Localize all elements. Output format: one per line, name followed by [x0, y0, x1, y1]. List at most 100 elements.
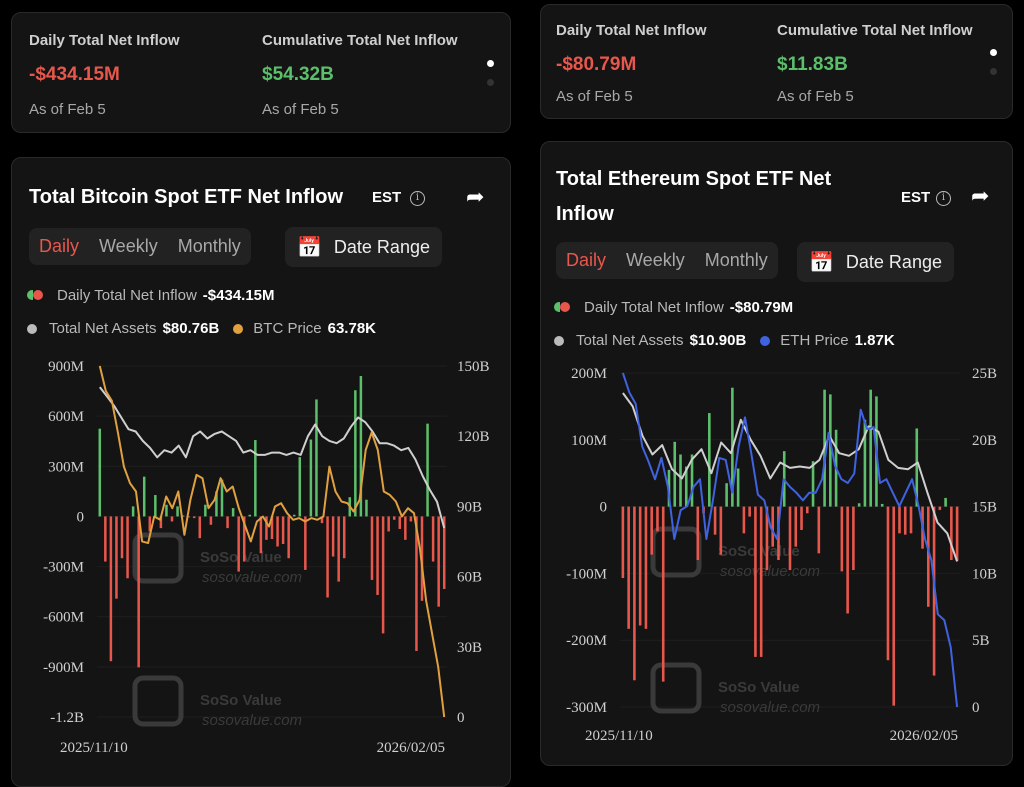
legend-label: BTC Price [253, 320, 322, 337]
net-inflow-bar [736, 468, 740, 507]
cumulative-asof: As of Feb 5 [777, 88, 854, 105]
net-inflow-bar [415, 516, 418, 651]
info-icon[interactable]: i [410, 191, 425, 206]
net-inflow-bar [142, 476, 146, 517]
left-axis-tick: 200M [571, 366, 607, 382]
cumulative-net-inflow-label: Cumulative Total Net Inflow [777, 22, 973, 39]
carousel-dot[interactable] [990, 68, 997, 75]
net-inflow-bar [104, 516, 107, 562]
net-inflow-bar [950, 506, 953, 561]
x-axis-end-label: 2026/02/05 [890, 728, 958, 744]
net-inflow-bar [281, 516, 285, 545]
net-inflow-bar [304, 516, 307, 570]
net-inflow-bar [938, 506, 942, 510]
net-inflow-bar [638, 506, 642, 626]
right-axis-tick: 90B [457, 499, 482, 515]
net-inflow-bar [176, 506, 179, 517]
net-inflow-bar [431, 516, 435, 562]
net-inflow-bar [387, 516, 390, 532]
tab-weekly[interactable]: Weekly [99, 236, 158, 256]
inflow-outflow-dot-icon [554, 299, 570, 316]
left-axis-tick: -300M [43, 560, 84, 576]
net-inflow-bar [909, 506, 913, 534]
carousel-dot[interactable] [487, 79, 494, 86]
left-axis-tick: -600M [43, 610, 84, 626]
legend-value: $80.76B [162, 320, 220, 337]
net-inflow-bar [298, 457, 302, 517]
watermark-url: sosovalue.com [720, 563, 820, 580]
right-axis-tick: 0 [972, 700, 980, 716]
period-tabs: Daily Weekly Monthly [556, 242, 778, 279]
tab-daily[interactable]: Daily [566, 250, 607, 270]
net-inflow-bar [237, 516, 240, 572]
watermark-logo-icon [132, 532, 184, 584]
carousel-dot-active[interactable] [990, 49, 997, 56]
net-inflow-bar [771, 506, 775, 547]
watermark-logo-icon [132, 675, 184, 727]
legend-label: ETH Price [780, 332, 849, 349]
net-inflow-bar [788, 506, 792, 571]
net-inflow-bar [215, 491, 218, 517]
net-inflow-bar [231, 508, 235, 517]
tab-monthly[interactable]: Monthly [704, 250, 768, 270]
net-inflow-bar [633, 506, 636, 681]
net-inflow-bar [181, 515, 185, 517]
net-inflow-bar [863, 419, 867, 507]
carousel-dot-active[interactable] [487, 60, 494, 67]
net-inflow-bar [309, 439, 313, 517]
date-range-button[interactable]: 📅 Date Range [797, 242, 954, 282]
cumulative-net-inflow-value: $11.83B [777, 54, 848, 75]
net-inflow-bar [292, 514, 296, 517]
timezone-label: EST [372, 189, 402, 206]
net-inflow-bar [120, 516, 124, 559]
left-axis-tick: 0 [77, 509, 85, 525]
left-axis-tick: -300M [566, 700, 607, 716]
net-inflow-bar [892, 506, 896, 706]
net-inflow-bar [165, 504, 168, 517]
net-inflow-bar [880, 503, 884, 507]
daily-net-inflow-label: Daily Total Net Inflow [29, 32, 180, 49]
net-inflow-bar [370, 516, 374, 580]
daily-net-inflow-value: -$434.15M [29, 64, 120, 85]
tab-monthly[interactable]: Monthly [177, 236, 241, 256]
net-inflow-bar [846, 506, 849, 614]
tab-daily[interactable]: Daily [39, 236, 80, 256]
timezone-label: EST [901, 189, 931, 206]
left-axis-tick: -900M [43, 660, 84, 676]
net-inflow-bar [365, 499, 368, 517]
net-inflow-bar [109, 516, 113, 662]
net-inflow-bar [915, 428, 919, 507]
chart-title: Total Bitcoin Spot ETF Net Inflow [29, 186, 344, 208]
share-icon[interactable]: ➦ [466, 184, 485, 209]
legend-label: Total Net Assets [49, 320, 157, 337]
share-icon[interactable]: ➦ [971, 183, 990, 208]
net-inflow-bar [409, 516, 413, 522]
net-inflow-bar [794, 506, 798, 547]
net-inflow-bar [759, 506, 763, 657]
net-inflow-bar [817, 506, 821, 554]
net-inflow-bar [955, 506, 959, 561]
net-inflow-bar [320, 516, 324, 524]
net-inflow-bar [886, 506, 890, 661]
net-inflow-bar [627, 506, 630, 629]
net-inflow-bar [276, 516, 279, 547]
watermark-brand: SoSo Value [200, 549, 282, 566]
net-inflow-bar [376, 516, 379, 595]
right-axis-tick: 25B [972, 366, 997, 382]
legend-inflow: Daily Total Net Inflow -$80.79M [554, 299, 793, 316]
legend-value: $10.90B [689, 332, 747, 349]
net-inflow-bar [342, 516, 346, 559]
net-inflow-bar [187, 516, 190, 518]
right-axis-tick: 150B [457, 359, 490, 375]
net-inflow-bar [944, 497, 947, 507]
price-line [621, 372, 959, 708]
net-inflow-bar [259, 516, 263, 554]
left-axis-tick: -200M [566, 633, 607, 649]
tab-weekly[interactable]: Weekly [626, 250, 685, 270]
date-range-button[interactable]: 📅 Date Range [285, 227, 442, 267]
info-icon[interactable]: i [936, 191, 951, 206]
watermark-url: sosovalue.com [202, 569, 302, 586]
net-inflow-bar [708, 413, 711, 507]
net-inflow-bar [287, 516, 290, 559]
net-inflow-bar [679, 454, 682, 507]
